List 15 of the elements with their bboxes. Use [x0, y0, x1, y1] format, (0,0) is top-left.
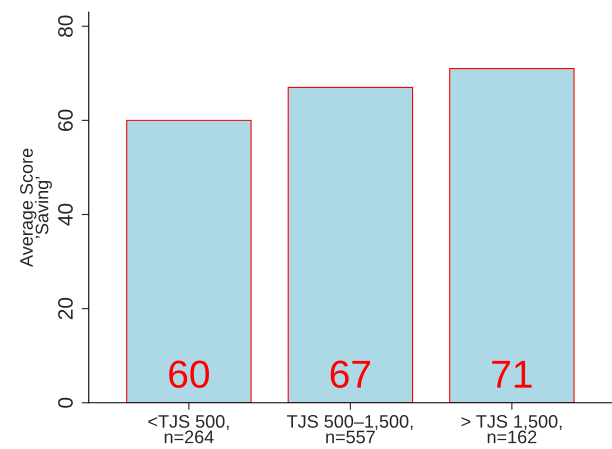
- data-label: 67: [330, 360, 370, 388]
- data-label: 60: [169, 360, 209, 388]
- x-tick-label: > TJS 1,500, n=162: [461, 415, 562, 444]
- y-tick-label: 20: [58, 298, 73, 320]
- y-tick-label: 40: [58, 204, 73, 226]
- bar: [449, 68, 575, 403]
- bar: [288, 86, 414, 403]
- x-tick-label: <TJS 500, n=264: [148, 415, 229, 444]
- y-tick-label: 0: [58, 398, 73, 408]
- data-label: 71: [492, 360, 532, 388]
- bar: [126, 120, 252, 403]
- y-tick-label: 60: [58, 110, 73, 131]
- y-tick-label: 80: [58, 15, 73, 37]
- y-axis-title: Average Score ’Saving’: [20, 148, 52, 267]
- x-tick-label: TJS 500–1,500, n=557: [287, 415, 412, 444]
